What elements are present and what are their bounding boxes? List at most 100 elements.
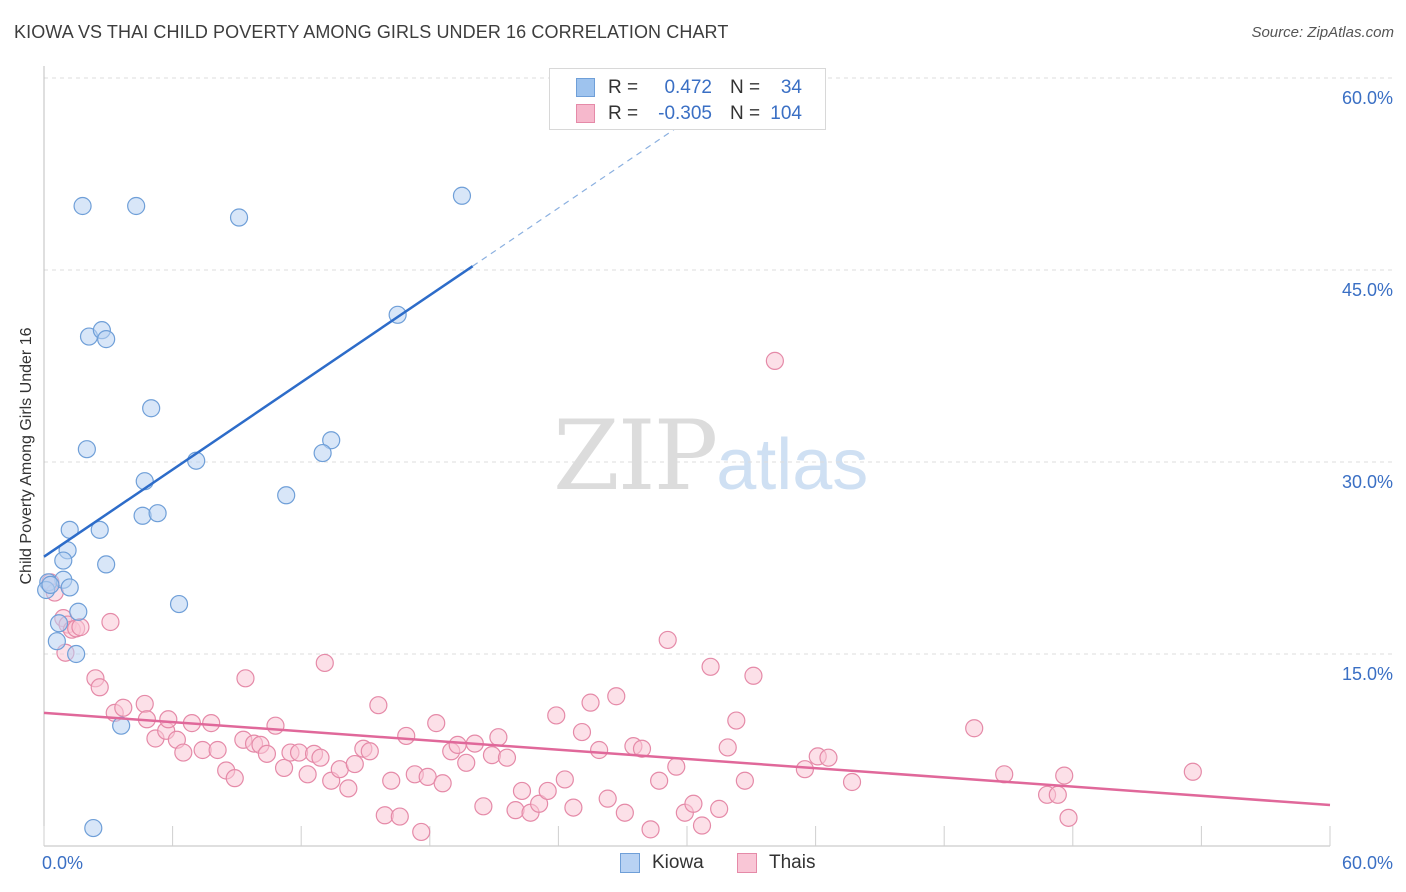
thais-point	[538, 781, 557, 801]
kiowa-point	[73, 196, 92, 216]
legend-swatch-kiowa	[576, 78, 595, 97]
thais-point	[658, 630, 677, 650]
thais-point	[412, 822, 431, 842]
thais-point	[369, 696, 388, 715]
thais-point	[135, 694, 154, 714]
kiowa-point	[169, 594, 189, 614]
thais-point	[564, 798, 583, 817]
thais-point	[795, 760, 814, 779]
thais-point	[590, 740, 609, 760]
source-label: Source: ZipAtlas.com	[1251, 24, 1394, 41]
thais-point	[765, 351, 784, 370]
thais-point	[382, 771, 401, 790]
thais-point	[448, 735, 467, 754]
thais-point	[101, 612, 120, 632]
thais-point	[965, 719, 984, 738]
legend-n-value: 34	[780, 77, 802, 98]
thais-point	[1183, 762, 1202, 781]
kiowa-point	[60, 578, 79, 597]
thais-point	[607, 687, 626, 706]
thais-point	[202, 714, 221, 733]
kiowa-point	[277, 486, 296, 505]
kiowa-point	[49, 614, 69, 633]
thais-point	[727, 711, 746, 730]
x-tick-label: 60.0%	[1342, 853, 1393, 873]
legend-r-label: R =	[608, 103, 639, 124]
thais-point	[819, 748, 838, 767]
y-tick-label: 15.0%	[1342, 664, 1393, 684]
thais-point	[114, 698, 133, 717]
legend-r-label: R =	[608, 77, 639, 98]
thais-point	[274, 758, 294, 778]
thais-point	[718, 738, 737, 757]
watermark-atlas: atlas	[716, 425, 869, 505]
thais-point	[159, 710, 178, 729]
watermark-zip: ZIP	[553, 400, 718, 512]
thais-point	[90, 678, 109, 697]
thais-point	[457, 753, 476, 772]
grid	[44, 77, 1392, 655]
legend-label-kiowa: Kiowa	[652, 852, 704, 873]
kiowa-point	[97, 555, 116, 574]
thais-point	[1055, 766, 1074, 785]
kiowa-point	[90, 520, 109, 539]
thais-point	[236, 669, 255, 688]
legend-r-value: -0.305	[658, 103, 712, 124]
thais-point	[71, 618, 90, 637]
thais-point	[497, 748, 517, 767]
thais-point	[298, 765, 317, 784]
legend-label-thais: Thais	[769, 852, 816, 873]
thais-point	[489, 728, 508, 747]
thais-point	[684, 794, 703, 813]
thais-point	[842, 772, 862, 792]
thais-point	[427, 714, 446, 733]
thais-point	[632, 739, 652, 758]
thais-points	[41, 351, 1202, 842]
thais-point	[311, 748, 330, 767]
thais-point	[692, 816, 712, 835]
thais-point	[474, 797, 493, 816]
thais-point	[375, 806, 394, 825]
thais-point	[390, 807, 409, 826]
thais-point	[315, 653, 334, 673]
thais-point	[555, 770, 574, 789]
tick-labels: 15.0% 30.0% 45.0% 60.0% 0.0% 60.0%	[42, 88, 1393, 873]
thais-point	[208, 740, 227, 760]
correlation-legend: R = 0.472 N = 34 R = -0.305 N = 104	[549, 68, 826, 130]
legend-n-label: N =	[730, 103, 761, 124]
kiowa-point	[47, 632, 66, 651]
thais-point	[710, 799, 729, 818]
trend-lines	[43, 105, 1331, 807]
kiowa-points	[37, 186, 472, 838]
legend-row-thais: R = -0.305 N = 104	[550, 101, 825, 127]
y-tick-label: 45.0%	[1342, 280, 1393, 300]
thais-point	[482, 746, 502, 765]
kiowa-point	[322, 431, 341, 450]
thais-point	[1059, 808, 1078, 827]
kiowa-point	[67, 644, 86, 664]
thais-point	[641, 820, 660, 839]
thais-point	[598, 789, 617, 808]
kiowa-point	[41, 575, 60, 594]
legend-row-kiowa: R = 0.472 N = 34	[550, 75, 825, 101]
x-tick-label: 0.0%	[42, 853, 83, 873]
legend-n-label: N =	[730, 77, 761, 98]
legend-swatch-thais	[737, 853, 757, 873]
thais-point	[257, 744, 277, 763]
kiowa-point	[229, 208, 249, 227]
legend-r-value: 0.472	[664, 77, 712, 98]
thais-point	[572, 722, 592, 742]
thais-point	[735, 771, 754, 790]
legend-swatch-kiowa	[620, 853, 640, 873]
kiowa-point	[84, 818, 103, 838]
thais-point	[266, 716, 285, 735]
kiowa-point	[142, 399, 161, 418]
thais-point	[547, 706, 566, 725]
y-tick-label: 60.0%	[1342, 88, 1393, 108]
thais-point	[433, 774, 452, 793]
kiowa-point	[69, 602, 88, 621]
y-tick-label: 30.0%	[1342, 472, 1393, 492]
thais-point	[1048, 785, 1067, 804]
thais-point	[225, 769, 244, 788]
